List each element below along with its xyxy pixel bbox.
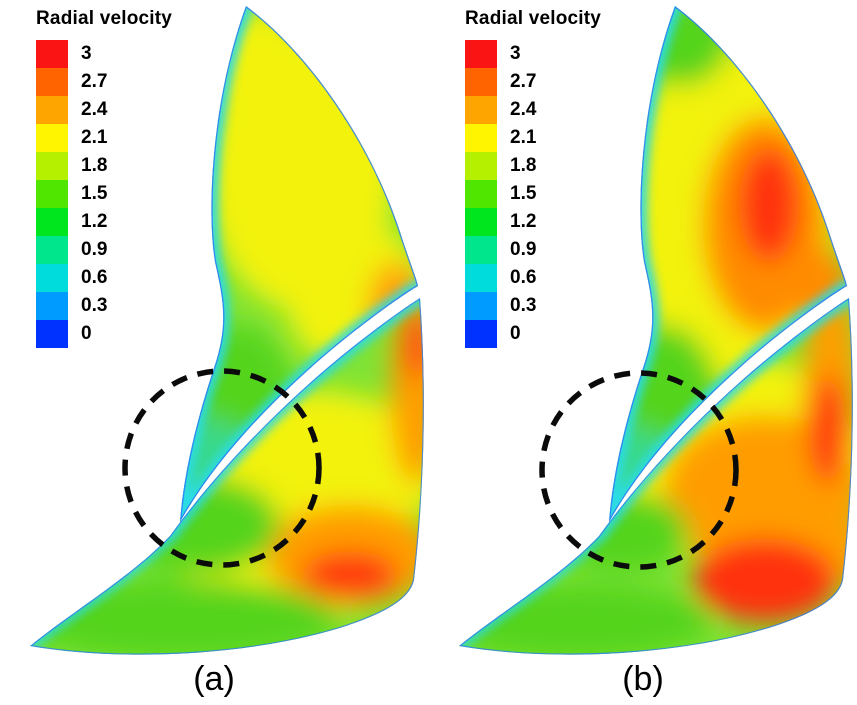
colorbar-swatch xyxy=(36,180,68,208)
colorbar-tick-label: 1.8 xyxy=(81,155,108,176)
colorbar-tick-label: 1.8 xyxy=(510,155,537,176)
colorbar-tick-label: 0.6 xyxy=(81,267,108,288)
colorbar-legend: Radial velocity 3 2.7 2.4 2.1 1.8 1.5 1.2 0.9 0.… xyxy=(36,8,172,348)
contour-plot-b xyxy=(459,6,853,655)
colorbar: 3 2.7 2.4 2.1 1.8 1.5 1.2 0.9 0.6 0.3 0 xyxy=(465,40,601,348)
colorbar-swatch xyxy=(36,96,68,124)
colorbar-swatch xyxy=(465,124,497,152)
colorbar-entry: 0 xyxy=(465,320,601,348)
colorbar-swatch xyxy=(36,236,68,264)
colorbar-tick-label: 0 xyxy=(510,323,521,344)
colorbar-entry: 0.9 xyxy=(36,236,172,264)
colorbar-tick-label: 0.9 xyxy=(81,239,108,260)
colorbar-entry: 0 xyxy=(36,320,172,348)
colorbar-entry: 0.3 xyxy=(465,292,601,320)
colorbar-tick-label: 0.3 xyxy=(81,295,108,316)
colorbar-entry: 0.6 xyxy=(36,264,172,292)
colorbar-entry: 0.9 xyxy=(465,236,601,264)
colorbar-swatch xyxy=(465,180,497,208)
colorbar-tick-label: 3 xyxy=(510,43,521,64)
colorbar-swatch xyxy=(36,264,68,292)
colorbar-tick-label: 1.2 xyxy=(81,211,108,232)
colorbar-swatch xyxy=(465,96,497,124)
colorbar-swatch xyxy=(465,264,497,292)
colorbar-tick-label: 1.5 xyxy=(510,183,537,204)
colorbar-swatch xyxy=(36,68,68,96)
colorbar-entry: 2.1 xyxy=(465,124,601,152)
colorbar-entry: 2.7 xyxy=(36,68,172,96)
colorbar-entry: 1.2 xyxy=(36,208,172,236)
colorbar-tick-label: 1.5 xyxy=(81,183,108,204)
colorbar-entry: 1.8 xyxy=(465,152,601,180)
colorbar-entry: 2.7 xyxy=(465,68,601,96)
colorbar-entry: 2.4 xyxy=(465,96,601,124)
colorbar-entry: 3 xyxy=(36,40,172,68)
colorbar-entry: 1.8 xyxy=(36,152,172,180)
colorbar-swatch xyxy=(36,208,68,236)
colorbar-swatch xyxy=(465,152,497,180)
colorbar-swatch xyxy=(465,68,497,96)
colorbar-swatch xyxy=(465,292,497,320)
colorbar-tick-label: 2.4 xyxy=(510,99,537,120)
colorbar-entry: 1.2 xyxy=(465,208,601,236)
colorbar-tick-label: 0.3 xyxy=(510,295,537,316)
colorbar-entry: 2.4 xyxy=(36,96,172,124)
colorbar-tick-label: 0.9 xyxy=(510,239,537,260)
colorbar-tick-label: 2.1 xyxy=(510,127,537,148)
panel-a: Radial velocity 3 2.7 2.4 2.1 1.8 1.5 1.2 0.9 0.… xyxy=(0,0,428,705)
colorbar-tick-label: 0.6 xyxy=(510,267,537,288)
colorbar-tick-label: 0 xyxy=(81,323,92,344)
panel-b: Radial velocity 3 2.7 2.4 2.1 1.8 1.5 1.2 0.9 0.… xyxy=(429,0,857,705)
colorbar-entry: 1.5 xyxy=(465,180,601,208)
colorbar-swatch xyxy=(465,40,497,68)
colorbar-tick-label: 2.1 xyxy=(81,127,108,148)
colorbar-title: Radial velocity xyxy=(36,8,173,29)
colorbar-entry: 3 xyxy=(465,40,601,68)
colorbar: 3 2.7 2.4 2.1 1.8 1.5 1.2 0.9 0.6 0.3 0 xyxy=(36,40,172,348)
colorbar-entry: 1.5 xyxy=(36,180,172,208)
colorbar-swatch xyxy=(36,320,68,348)
highlight-dashed-circle xyxy=(539,370,739,570)
highlight-dashed-circle xyxy=(122,368,322,568)
colorbar-swatch xyxy=(36,124,68,152)
colorbar-tick-label: 3 xyxy=(81,43,92,64)
colorbar-entry: 0.6 xyxy=(465,264,601,292)
colorbar-swatch xyxy=(465,236,497,264)
colorbar-swatch xyxy=(36,152,68,180)
colorbar-tick-label: 1.2 xyxy=(510,211,537,232)
colorbar-legend: Radial velocity 3 2.7 2.4 2.1 1.8 1.5 1.2 0.9 0.… xyxy=(465,8,601,348)
colorbar-swatch xyxy=(36,292,68,320)
colorbar-title: Radial velocity xyxy=(465,8,602,29)
colorbar-swatch xyxy=(465,320,497,348)
colorbar-tick-label: 2.7 xyxy=(81,71,108,92)
colorbar-tick-label: 2.4 xyxy=(81,99,108,120)
colorbar-entry: 0.3 xyxy=(36,292,172,320)
panel-label-a: (a) xyxy=(193,660,235,698)
colorbar-swatch xyxy=(465,208,497,236)
colorbar-entry: 2.1 xyxy=(36,124,172,152)
contour-plot-a xyxy=(30,6,424,655)
panel-label-b: (b) xyxy=(622,660,664,698)
colorbar-swatch xyxy=(36,40,68,68)
colorbar-tick-label: 2.7 xyxy=(510,71,537,92)
